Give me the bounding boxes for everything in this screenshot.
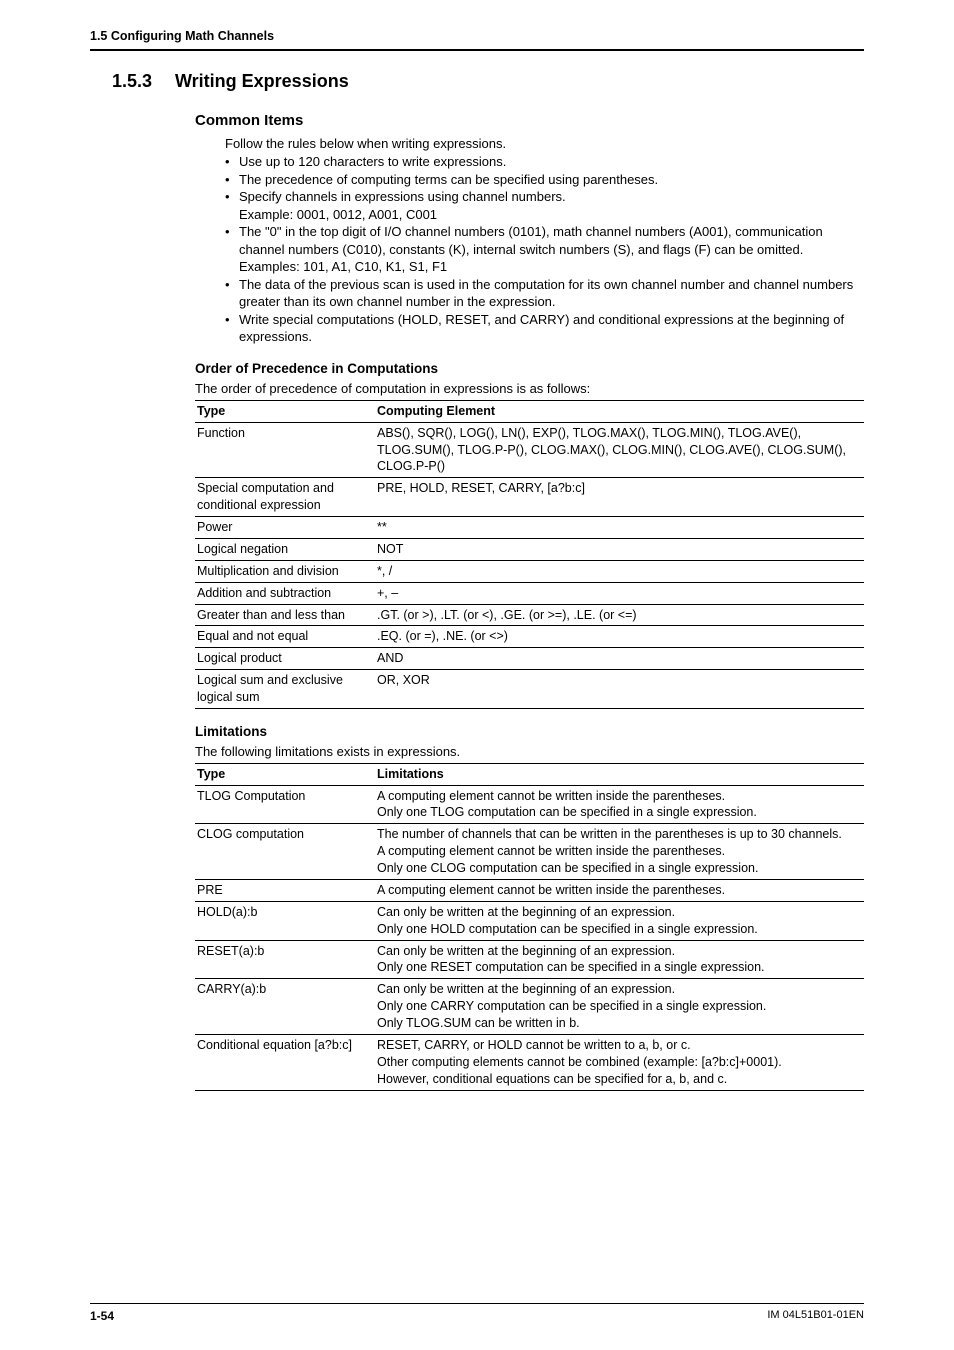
bullet-text: The "0" in the top digit of I/O channel … xyxy=(239,224,823,257)
table-cell: RESET, CARRY, or HOLD cannot be written … xyxy=(375,1034,864,1090)
precedence-title: Order of Precedence in Computations xyxy=(195,360,864,378)
table-cell: Can only be written at the beginning of … xyxy=(375,979,864,1035)
section-heading: 1.5.3 Writing Expressions xyxy=(90,69,864,93)
section-title: Writing Expressions xyxy=(175,69,349,93)
bullet-text: The data of the previous scan is used in… xyxy=(239,277,853,310)
table-row: Addition and subtraction+, – xyxy=(195,582,864,604)
table-cell: PRE, HOLD, RESET, CARRY, [a?b:c] xyxy=(375,478,864,517)
table-cell: ** xyxy=(375,517,864,539)
table-row: Power** xyxy=(195,517,864,539)
table-cell: Logical sum and exclusive logical sum xyxy=(195,670,375,709)
table-cell: Multiplication and division xyxy=(195,560,375,582)
table-row: Equal and not equal.EQ. (or =), .NE. (or… xyxy=(195,626,864,648)
common-items-intro: Follow the rules below when writing expr… xyxy=(225,135,864,153)
table-row: TLOG ComputationA computing element cann… xyxy=(195,785,864,824)
bullet-text: Write special computations (HOLD, RESET,… xyxy=(239,312,844,345)
bullet-sub: Example: 0001, 0012, A001, C001 xyxy=(239,206,864,224)
bullet-text: The precedence of computing terms can be… xyxy=(239,172,658,187)
table-cell: ABS(), SQR(), LOG(), LN(), EXP(), TLOG.M… xyxy=(375,422,864,478)
table-cell: Equal and not equal xyxy=(195,626,375,648)
table-header: Limitations xyxy=(375,763,864,785)
table-cell: Addition and subtraction xyxy=(195,582,375,604)
table-cell: Power xyxy=(195,517,375,539)
table-row: Multiplication and division*, / xyxy=(195,560,864,582)
table-row: Special computation and conditional expr… xyxy=(195,478,864,517)
table-row: HOLD(a):bCan only be written at the begi… xyxy=(195,901,864,940)
page-number: 1-54 xyxy=(90,1308,114,1324)
table-cell: .GT. (or >), .LT. (or <), .GE. (or >=), … xyxy=(375,604,864,626)
precedence-table: Type Computing Element FunctionABS(), SQ… xyxy=(195,400,864,709)
table-row: Logical negationNOT xyxy=(195,538,864,560)
doc-id: IM 04L51B01-01EN xyxy=(767,1308,864,1324)
table-row: PREA computing element cannot be written… xyxy=(195,879,864,901)
table-cell: Logical negation xyxy=(195,538,375,560)
table-cell: NOT xyxy=(375,538,864,560)
table-cell: A computing element cannot be written in… xyxy=(375,879,864,901)
section-number: 1.5.3 xyxy=(90,69,175,93)
table-cell: PRE xyxy=(195,879,375,901)
table-cell: OR, XOR xyxy=(375,670,864,709)
table-cell: *, / xyxy=(375,560,864,582)
table-cell: Special computation and conditional expr… xyxy=(195,478,375,517)
limitations-title: Limitations xyxy=(195,723,864,741)
common-items-title: Common Items xyxy=(195,111,864,131)
table-cell: RESET(a):b xyxy=(195,940,375,979)
table-header: Computing Element xyxy=(375,400,864,422)
table-cell: Conditional equation [a?b:c] xyxy=(195,1034,375,1090)
table-cell: TLOG Computation xyxy=(195,785,375,824)
table-header: Type xyxy=(195,763,375,785)
bullet-text: Specify channels in expressions using ch… xyxy=(239,189,566,204)
limitations-table: Type Limitations TLOG ComputationA compu… xyxy=(195,763,864,1091)
table-cell: Logical product xyxy=(195,648,375,670)
table-row: Logical sum and exclusive logical sumOR,… xyxy=(195,670,864,709)
table-cell: Greater than and less than xyxy=(195,604,375,626)
table-row: Greater than and less than.GT. (or >), .… xyxy=(195,604,864,626)
precedence-intro: The order of precedence of computation i… xyxy=(195,380,864,398)
table-cell: .EQ. (or =), .NE. (or <>) xyxy=(375,626,864,648)
table-row: Logical productAND xyxy=(195,648,864,670)
common-items-block: Common Items Follow the rules below when… xyxy=(195,111,864,1090)
table-row: Conditional equation [a?b:c]RESET, CARRY… xyxy=(195,1034,864,1090)
table-cell: AND xyxy=(375,648,864,670)
table-cell: The number of channels that can be writt… xyxy=(375,824,864,880)
table-cell: CLOG computation xyxy=(195,824,375,880)
table-row: CLOG computationThe number of channels t… xyxy=(195,824,864,880)
page-footer: 1-54 IM 04L51B01-01EN xyxy=(90,1303,864,1324)
table-cell: Can only be written at the beginning of … xyxy=(375,901,864,940)
running-header: 1.5 Configuring Math Channels xyxy=(90,28,864,51)
limitations-intro: The following limitations exists in expr… xyxy=(195,743,864,761)
table-cell: Can only be written at the beginning of … xyxy=(375,940,864,979)
table-cell: +, – xyxy=(375,582,864,604)
table-row: CARRY(a):bCan only be written at the beg… xyxy=(195,979,864,1035)
bullet-text: Use up to 120 characters to write expres… xyxy=(239,154,506,169)
bullet-sub: Examples: 101, A1, C10, K1, S1, F1 xyxy=(239,258,864,276)
table-cell: A computing element cannot be written in… xyxy=(375,785,864,824)
table-cell: Function xyxy=(195,422,375,478)
table-header: Type xyxy=(195,400,375,422)
table-cell: HOLD(a):b xyxy=(195,901,375,940)
common-items-list: Use up to 120 characters to write expres… xyxy=(225,153,864,346)
table-row: RESET(a):bCan only be written at the beg… xyxy=(195,940,864,979)
table-cell: CARRY(a):b xyxy=(195,979,375,1035)
table-row: FunctionABS(), SQR(), LOG(), LN(), EXP()… xyxy=(195,422,864,478)
